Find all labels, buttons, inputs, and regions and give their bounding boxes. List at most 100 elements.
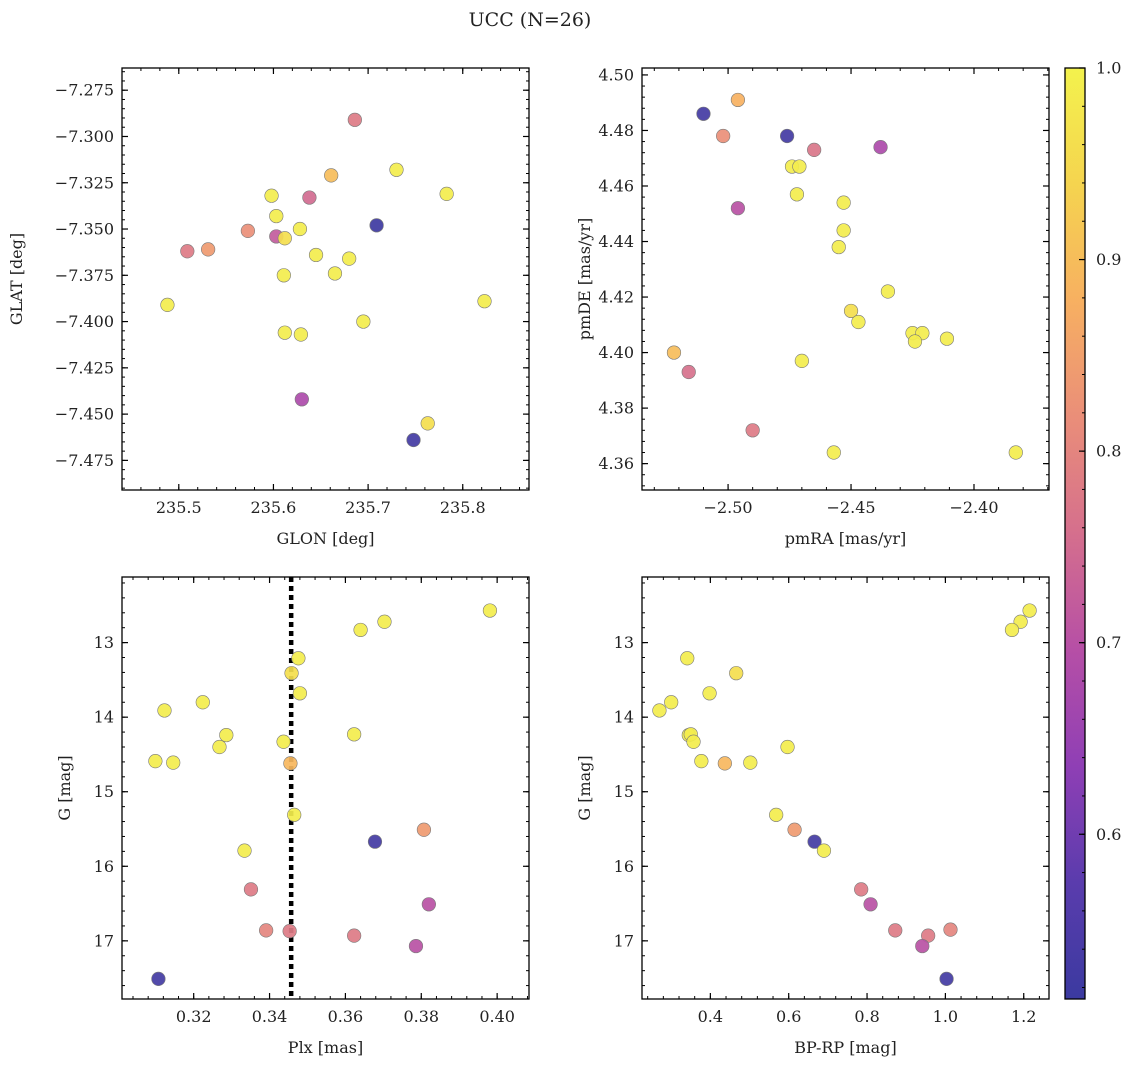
colorbar: 1.0 0.9 0.8 0.7 0.6 bbox=[1064, 59, 1121, 1000]
data-point bbox=[1022, 603, 1037, 618]
x-tick-label: −2.40 bbox=[949, 498, 998, 517]
y-tick-label: 14 bbox=[94, 708, 114, 727]
y-axis-label: G [mag] bbox=[55, 755, 74, 820]
data-layer bbox=[666, 92, 1023, 460]
data-point bbox=[291, 651, 306, 666]
colorbar-tick-label: 1.0 bbox=[1096, 59, 1121, 78]
data-point bbox=[939, 971, 954, 986]
data-point bbox=[664, 695, 679, 710]
y-tick-label: 15 bbox=[614, 782, 634, 801]
data-point bbox=[807, 142, 822, 158]
y-axis-label: GLAT [deg] bbox=[7, 233, 26, 325]
data-point bbox=[730, 92, 746, 108]
y-tick-label: −7.450 bbox=[55, 405, 114, 424]
data-point bbox=[166, 755, 181, 770]
y-tick-label: −7.350 bbox=[55, 220, 114, 239]
data-point bbox=[421, 897, 436, 912]
data-point bbox=[1008, 445, 1023, 460]
y-tick-label: 15 bbox=[94, 782, 114, 801]
data-point bbox=[873, 140, 888, 155]
data-layer bbox=[652, 603, 1037, 986]
y-tick-label: 16 bbox=[94, 857, 114, 876]
data-point bbox=[686, 734, 701, 749]
data-point bbox=[243, 882, 259, 897]
data-point bbox=[729, 666, 744, 681]
data-point bbox=[277, 325, 292, 340]
data-point bbox=[293, 327, 308, 342]
data-point bbox=[180, 244, 195, 259]
y-tick-label: 14 bbox=[614, 708, 634, 727]
y-tick-label: 17 bbox=[94, 931, 114, 950]
data-point bbox=[219, 727, 234, 743]
data-point bbox=[282, 924, 297, 939]
panel-4: 0.4 0.6 0.8 1.0 1.2 13 14 15 16 17 BP-RP [mag] G [m… bbox=[575, 576, 1050, 1057]
y-tick-label: 17 bbox=[614, 931, 634, 950]
y-tick-label: −7.325 bbox=[55, 173, 114, 192]
data-point bbox=[716, 128, 731, 144]
data-point bbox=[347, 928, 362, 943]
data-point bbox=[745, 423, 760, 438]
x-axis-label: BP-RP [mag] bbox=[794, 1038, 896, 1057]
data-point bbox=[284, 666, 299, 681]
data-point bbox=[308, 247, 324, 263]
data-point bbox=[696, 106, 711, 121]
data-point bbox=[406, 432, 421, 448]
data-point bbox=[915, 938, 930, 954]
axes-frame bbox=[641, 67, 1050, 491]
data-point bbox=[666, 345, 682, 360]
data-point bbox=[195, 695, 210, 710]
x-tick-label: 0.6 bbox=[776, 1007, 801, 1026]
x-tick-label: 1.0 bbox=[933, 1007, 958, 1026]
data-point bbox=[367, 834, 383, 849]
x-tick-label: 0.4 bbox=[698, 1007, 723, 1026]
data-point bbox=[681, 364, 696, 380]
data-point bbox=[420, 416, 435, 431]
data-point bbox=[816, 843, 832, 858]
data-point bbox=[287, 807, 302, 822]
data-point bbox=[292, 221, 308, 237]
x-tick-label: 0.38 bbox=[403, 1007, 439, 1026]
data-point bbox=[943, 922, 958, 937]
panel-1: 235.5 235.6 235.7 235.8 −7.275 −7.300 −7.325 −7… bbox=[7, 67, 530, 548]
data-point bbox=[730, 201, 746, 216]
data-point bbox=[880, 284, 896, 299]
x-tick-label: 0.34 bbox=[252, 1007, 288, 1026]
y-tick-label: 4.46 bbox=[598, 176, 634, 195]
data-point bbox=[276, 734, 291, 749]
y-tick-label: 4.50 bbox=[598, 65, 634, 84]
data-point bbox=[836, 223, 851, 238]
data-point bbox=[347, 112, 362, 127]
data-point bbox=[780, 739, 795, 755]
data-point bbox=[259, 923, 274, 938]
y-tick-label: 4.38 bbox=[598, 399, 634, 418]
colorbar-tick-label: 0.6 bbox=[1096, 825, 1121, 844]
data-point bbox=[283, 756, 298, 771]
x-tick-label: 0.36 bbox=[328, 1007, 364, 1026]
colorbar-tick-label: 0.9 bbox=[1096, 250, 1121, 269]
y-axis-label: pmDE [mas/yr] bbox=[575, 218, 594, 341]
colorbar-tick-label: 0.8 bbox=[1096, 442, 1121, 461]
data-point bbox=[779, 128, 795, 144]
axes-frame bbox=[121, 576, 530, 1000]
data-point bbox=[160, 297, 175, 313]
data-point bbox=[854, 882, 869, 897]
data-point bbox=[277, 231, 292, 246]
data-point bbox=[389, 162, 404, 177]
y-tick-label: 4.40 bbox=[598, 343, 634, 362]
data-point bbox=[794, 353, 809, 369]
axes-frame bbox=[121, 67, 530, 491]
data-point bbox=[439, 186, 454, 201]
x-tick-label: 235.8 bbox=[440, 498, 486, 517]
x-axis-label: GLON [deg] bbox=[276, 529, 374, 548]
x-tick-label: 0.32 bbox=[176, 1007, 212, 1026]
data-point bbox=[324, 168, 339, 183]
data-point bbox=[327, 266, 343, 281]
data-point bbox=[264, 188, 279, 203]
y-axis-label: G [mag] bbox=[575, 755, 594, 820]
x-tick-label: 0.8 bbox=[854, 1007, 879, 1026]
data-point bbox=[201, 242, 216, 257]
data-point bbox=[792, 159, 807, 174]
data-point bbox=[888, 923, 903, 938]
data-point bbox=[851, 314, 866, 330]
data-point bbox=[694, 754, 709, 769]
